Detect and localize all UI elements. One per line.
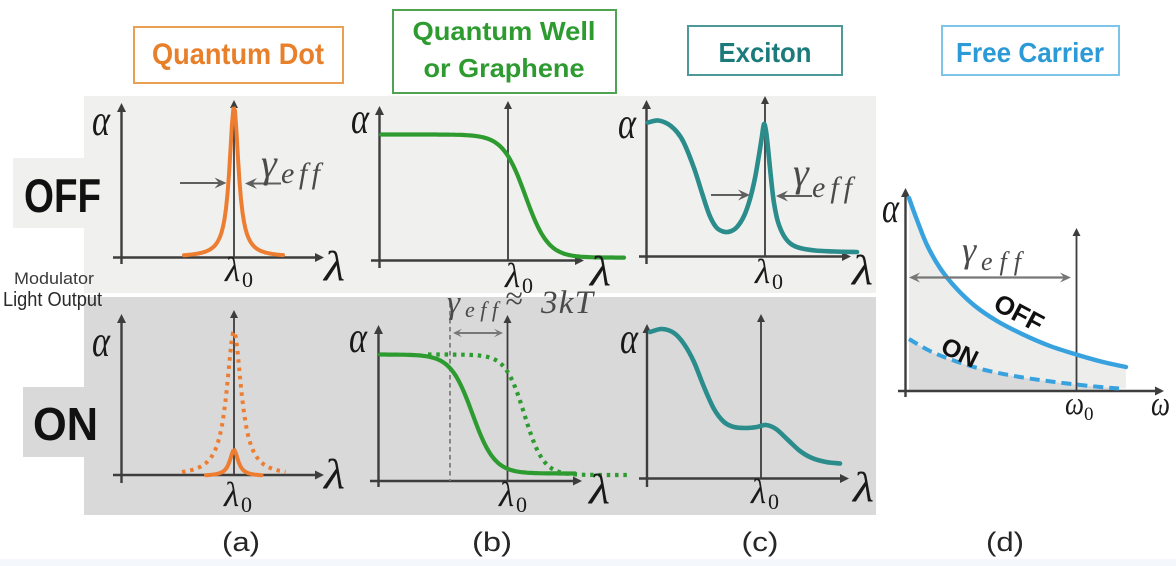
svg-text:α: α: [349, 313, 368, 362]
svg-text:λ: λ: [587, 467, 610, 513]
svg-text:Exciton: Exciton: [719, 37, 812, 68]
svg-text:(c): (c): [742, 527, 779, 557]
svg-text:0: 0: [522, 273, 533, 298]
svg-text:α: α: [92, 96, 111, 145]
svg-text:0: 0: [1084, 404, 1094, 425]
svg-text:λ: λ: [754, 252, 770, 291]
svg-text:eff: eff: [981, 247, 1025, 276]
svg-text:Free Carrier: Free Carrier: [956, 37, 1104, 68]
svg-text:α: α: [351, 94, 370, 143]
svg-text:0: 0: [516, 492, 527, 517]
svg-text:OFF: OFF: [24, 169, 101, 222]
svg-text:(a): (a): [222, 527, 260, 557]
svg-text:≈: ≈: [505, 280, 523, 316]
svg-text:(d): (d): [986, 527, 1024, 557]
svg-text:0: 0: [772, 269, 783, 294]
svg-text:or Graphene: or Graphene: [424, 53, 585, 83]
svg-text:λ: λ: [851, 465, 874, 511]
svg-text:α: α: [620, 314, 639, 363]
svg-text:λ: λ: [322, 244, 345, 290]
svg-text:γ: γ: [793, 150, 810, 195]
svg-text:γ: γ: [962, 230, 977, 270]
svg-text:ON: ON: [33, 398, 98, 450]
svg-text:3kT: 3kT: [540, 285, 596, 321]
svg-text:λ: λ: [224, 250, 240, 289]
svg-text:0: 0: [242, 267, 253, 292]
svg-text:Light Output: Light Output: [3, 289, 102, 311]
svg-text:(b): (b): [472, 527, 512, 557]
svg-text:λ: λ: [223, 475, 239, 514]
svg-text:α: α: [882, 186, 900, 232]
svg-text:ω: ω: [1065, 386, 1084, 422]
svg-text:λ: λ: [322, 452, 345, 498]
svg-text:α: α: [618, 99, 637, 148]
svg-text:eff: eff: [812, 171, 856, 204]
svg-text:Modulator: Modulator: [14, 269, 94, 288]
svg-text:eff: eff: [465, 297, 501, 322]
svg-text:eff: eff: [281, 157, 324, 190]
svg-text:γ: γ: [447, 285, 461, 321]
svg-text:λ: λ: [504, 256, 520, 295]
svg-text:α: α: [92, 317, 111, 366]
svg-text:λ: λ: [750, 472, 766, 511]
svg-text:0: 0: [768, 489, 779, 514]
svg-text:λ: λ: [850, 248, 873, 294]
svg-text:0: 0: [241, 492, 252, 517]
svg-text:Quantum Well: Quantum Well: [413, 16, 596, 46]
svg-text:ω: ω: [1151, 384, 1170, 423]
svg-text:λ: λ: [498, 475, 514, 514]
svg-text:λ: λ: [588, 249, 611, 295]
svg-text:Quantum Dot: Quantum Dot: [152, 38, 324, 71]
svg-text:γ: γ: [261, 141, 278, 186]
